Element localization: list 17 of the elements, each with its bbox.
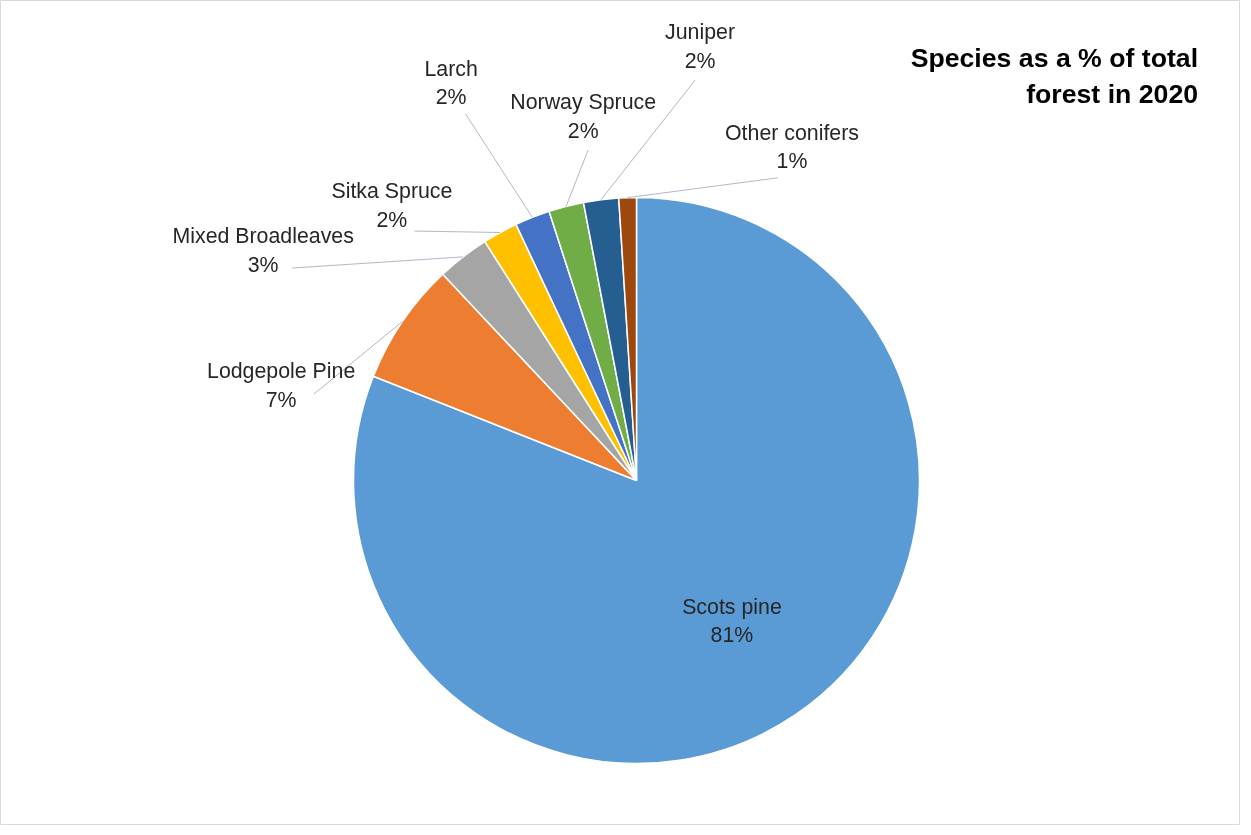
- data-label: 2%: [684, 48, 716, 73]
- slice-label: Norway Spruce: [510, 90, 657, 115]
- data-label: 7%: [265, 387, 297, 412]
- slice-label: Sitka Spruce: [331, 179, 453, 204]
- data-label: 2%: [567, 118, 599, 143]
- data-label: 3%: [247, 252, 279, 277]
- slice-label: Mixed Broadleaves: [172, 223, 354, 248]
- slice-label: Lodgepole Pine: [207, 358, 356, 383]
- slice-label: Scots pine: [682, 594, 782, 619]
- slice-label: Other conifers: [725, 120, 859, 145]
- data-label: 2%: [376, 208, 408, 233]
- slice-label: Juniper: [665, 20, 736, 45]
- data-label: 2%: [435, 85, 467, 110]
- data-label: 81%: [710, 623, 754, 648]
- data-label: 1%: [776, 149, 808, 174]
- slice-label: Larch: [424, 56, 478, 81]
- text: Species as a % of total forest in 2020: [910, 42, 1199, 109]
